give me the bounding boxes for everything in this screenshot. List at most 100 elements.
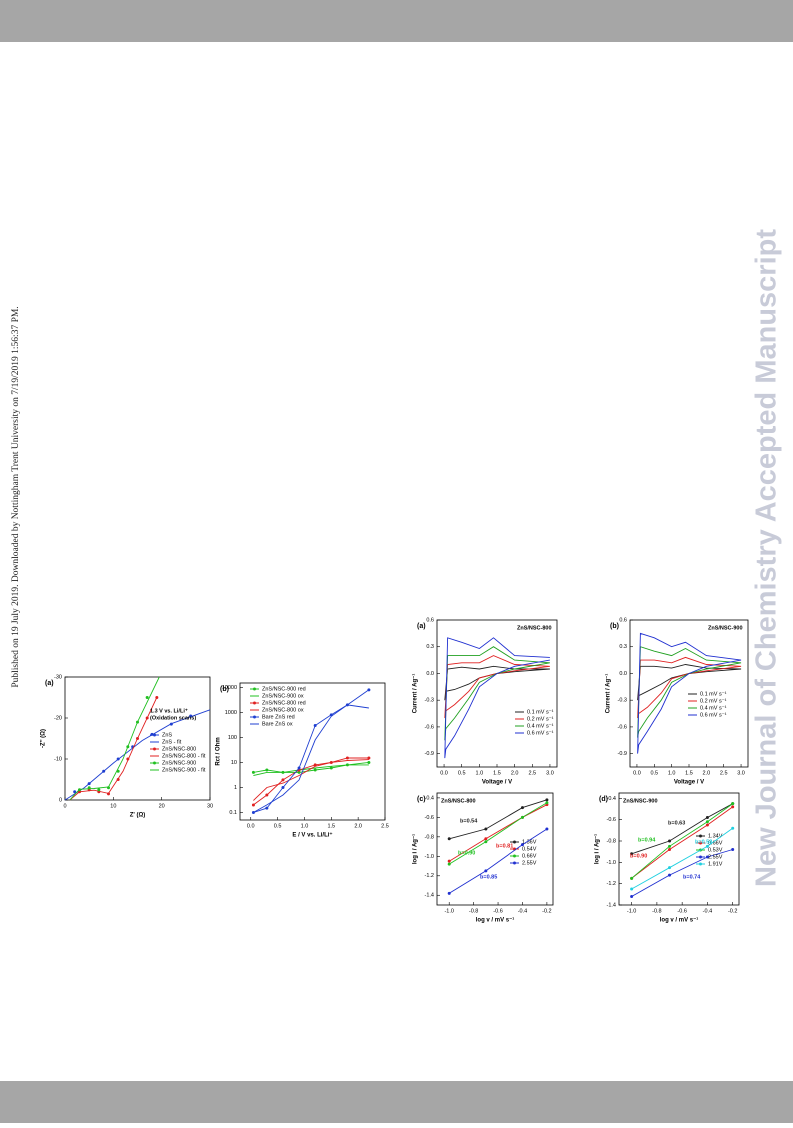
data-point xyxy=(705,823,709,827)
y-tick-label: 10 xyxy=(231,760,237,766)
x-tick-label: 2.0 xyxy=(511,770,519,776)
series-line xyxy=(449,799,548,840)
x-tick-label: 1.0 xyxy=(668,770,676,776)
legend-label: ZnS - fit xyxy=(162,739,182,745)
data-point xyxy=(545,801,549,805)
data-point xyxy=(265,806,269,810)
x-tick-label: -0.8 xyxy=(469,908,478,914)
x-tick-label: 0 xyxy=(63,803,66,809)
series-line xyxy=(69,697,158,801)
legend-marker xyxy=(253,687,256,691)
data-point xyxy=(297,766,301,770)
data-point xyxy=(313,723,317,727)
x-tick-label: 1.5 xyxy=(327,823,335,829)
annotation: b=0.94 xyxy=(638,837,656,843)
data-point xyxy=(447,891,451,895)
y-tick-label: -1.2 xyxy=(607,881,616,887)
legend-label: Bare ZnS red xyxy=(262,714,295,720)
x-axis-label: log v / mV s⁻¹ xyxy=(660,917,699,924)
data-point xyxy=(367,688,371,692)
data-point xyxy=(705,820,709,824)
y-tick-label: -1.0 xyxy=(607,860,616,866)
data-point xyxy=(447,837,451,841)
legend-label: 0.4 mV s⁻¹ xyxy=(700,705,727,711)
legend-label: 2.55V xyxy=(522,860,537,866)
y-tick-label: -1.4 xyxy=(425,893,434,899)
y-axis-label: log i / Ag⁻¹ xyxy=(594,834,601,864)
panel-label: (b) xyxy=(610,623,619,630)
data-point xyxy=(297,770,301,774)
data-point xyxy=(731,826,735,830)
data-point xyxy=(73,790,77,794)
legend-marker xyxy=(513,840,516,844)
data-point xyxy=(705,816,709,820)
data-point xyxy=(668,839,672,843)
y-tick-label: 0.6 xyxy=(426,617,434,623)
panel-title: ZnS/NSC-800 xyxy=(441,798,476,804)
data-point xyxy=(668,844,672,848)
y-tick-label: -30 xyxy=(54,674,62,680)
data-point xyxy=(520,815,524,819)
data-point xyxy=(545,798,549,802)
data-point xyxy=(545,827,549,831)
legend-marker xyxy=(513,854,516,858)
y-tick-label: -0.4 xyxy=(607,796,616,802)
data-point xyxy=(484,869,488,873)
legend-label: 0.66V xyxy=(708,840,723,846)
legend-marker xyxy=(253,701,256,705)
y-tick-label: 10000 xyxy=(222,685,237,691)
data-point xyxy=(668,866,672,870)
data-point xyxy=(668,873,672,877)
x-axis-label: Voltage / V xyxy=(674,780,704,786)
x-tick-label: 1.5 xyxy=(685,770,693,776)
legend-label: 0.6 mV s⁻¹ xyxy=(700,712,727,718)
x-tick-label: -0.4 xyxy=(518,908,527,914)
annotation: b=0.58 xyxy=(695,839,712,845)
legend-label: ZnS/NSC-800 red xyxy=(262,700,306,706)
x-tick-label: -0.6 xyxy=(677,908,686,914)
data-point xyxy=(731,802,735,806)
data-point xyxy=(447,859,451,863)
y-axis-label: log i / Ag⁻¹ xyxy=(412,834,419,864)
x-tick-label: 2.0 xyxy=(354,823,362,829)
data-point xyxy=(281,778,285,782)
y-tick-label: 1 xyxy=(234,785,237,791)
data-point xyxy=(630,852,634,856)
legend-label: ZnS xyxy=(162,732,172,738)
series-line xyxy=(631,849,733,897)
data-point xyxy=(630,887,634,891)
legend-marker xyxy=(513,861,516,865)
plot-frame xyxy=(618,792,740,906)
legend-label: 0.2 mV s⁻¹ xyxy=(700,698,727,704)
series-line xyxy=(631,803,733,855)
data-point xyxy=(520,806,524,810)
legend-marker xyxy=(699,855,702,859)
data-point xyxy=(705,855,709,859)
x-axis-label: Z' (Ω) xyxy=(130,813,146,819)
y-tick-label: -1.0 xyxy=(425,854,434,860)
y-tick-label: 1000 xyxy=(225,710,237,716)
legend-marker xyxy=(699,841,702,845)
legend-marker xyxy=(253,715,256,719)
legend-label: 0.53V xyxy=(708,847,723,853)
legend-label: 0.66V xyxy=(522,853,537,859)
legend-marker xyxy=(153,761,156,765)
data-point xyxy=(313,763,317,767)
series-line xyxy=(631,827,733,890)
y-tick-label: -0.6 xyxy=(425,815,434,821)
series-line xyxy=(631,806,733,879)
data-point xyxy=(345,756,349,760)
y-axis-label: Rct / Ohm xyxy=(216,737,222,765)
panel-label: (b) xyxy=(220,686,229,693)
y-tick-label: -0.8 xyxy=(607,838,616,844)
data-point xyxy=(520,843,524,847)
x-tick-label: 0.5 xyxy=(274,823,282,829)
series-line xyxy=(253,764,369,776)
annotation: b=0.90 xyxy=(458,850,475,856)
series-line xyxy=(253,761,369,773)
annotation: 1.3 V vs. Li/Li⁺ xyxy=(150,707,188,714)
data-point xyxy=(251,803,255,807)
plot-frame xyxy=(436,792,554,906)
x-tick-label: -1.0 xyxy=(627,908,636,914)
